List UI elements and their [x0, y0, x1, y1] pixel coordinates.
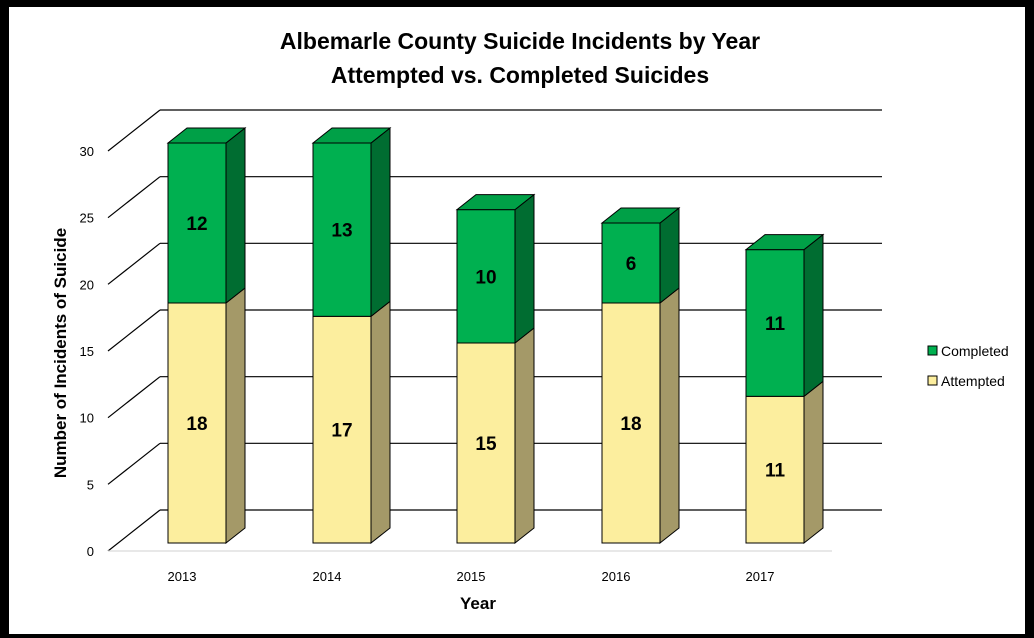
legend-label-completed: Completed: [941, 343, 1009, 359]
bar-front-face: [456, 209, 516, 344]
x-tick-label: 2014: [313, 569, 342, 584]
x-axis-ticks: 2013 2014 2015 2016 2017: [168, 569, 775, 584]
bar-front-face: [745, 249, 805, 397]
data-label: 18: [620, 414, 641, 435]
x-tick-label: 2013: [168, 569, 197, 584]
gridline-side: [107, 109, 161, 152]
y-tick-label: 25: [80, 211, 94, 226]
legend-swatch-completed: [927, 345, 938, 356]
x-tick-label: 2016: [602, 569, 631, 584]
bar-top-face: [744, 234, 825, 251]
chart-subtitle: Attempted vs. Completed Suicides: [331, 62, 709, 88]
x-axis-title: Year: [460, 594, 496, 613]
bar-front-face: [456, 342, 516, 544]
data-label: 13: [331, 221, 352, 242]
bar-attempted-2013: 18: [167, 286, 246, 545]
y-tick-label: 5: [87, 477, 94, 492]
bar-attempted-2016: 18: [601, 286, 680, 545]
bar-side-face: [803, 233, 824, 398]
bar-side-face: [659, 206, 680, 305]
y-tick-label: 0: [87, 544, 94, 559]
bar-side-face: [803, 380, 824, 545]
gridline-side: [107, 442, 161, 485]
y-tick-label: 15: [80, 344, 94, 359]
bar-attempted-2015: 15: [456, 326, 535, 545]
bar-front-face: [601, 222, 661, 304]
data-label: 18: [186, 414, 207, 435]
gridline-side: [107, 309, 161, 352]
bar-attempted-2014: 17: [312, 300, 391, 545]
data-label: 11: [765, 314, 786, 335]
bar-completed-2014: 13: [311, 126, 392, 318]
y-tick-label: 20: [80, 277, 94, 292]
gridline-side: [107, 509, 161, 552]
bar-completed-2015: 10: [455, 193, 536, 345]
bar-completed-2013: 12: [166, 126, 247, 305]
bar-top-face: [600, 207, 681, 224]
bar-front-face: [167, 142, 227, 304]
bar-front-face: [312, 315, 372, 544]
bar-completed-2016: 6: [600, 206, 681, 305]
bar-attempted-2017: 11: [745, 380, 824, 545]
bar-front-face: [745, 395, 805, 544]
legend-swatch-attempted: [927, 375, 938, 386]
x-tick-label: 2017: [746, 569, 775, 584]
chart-title: Albemarle County Suicide Incidents by Ye…: [280, 28, 760, 54]
data-label: 10: [475, 267, 496, 288]
bar-side-face: [225, 286, 246, 545]
gridline-side: [107, 242, 161, 285]
data-label: 12: [186, 214, 207, 235]
data-label: 6: [626, 254, 637, 275]
data-label: 11: [765, 461, 786, 482]
bar-side-face: [514, 193, 535, 345]
y-tick-label: 10: [80, 411, 94, 426]
data-label: 17: [331, 421, 352, 442]
bar-side-face: [370, 126, 391, 318]
data-label: 15: [475, 434, 497, 455]
y-axis-title: Number of Incidents of Suicide: [51, 228, 70, 478]
bar-top-face: [455, 194, 536, 211]
bar-front-face: [167, 302, 227, 544]
bars: 18 12 17 13 15 10 18 6 11 11: [166, 126, 825, 545]
gridline-side: [107, 376, 161, 419]
bar-side-face: [514, 326, 535, 545]
y-axis-ticks: 0 5 10 15 20 25 30: [80, 144, 94, 559]
legend-label-attempted: Attempted: [941, 373, 1005, 389]
bar-front-face: [601, 302, 661, 544]
bar-top-face: [166, 127, 247, 144]
bar-completed-2017: 11: [744, 233, 825, 398]
gridline-side: [107, 176, 161, 219]
bar-side-face: [225, 126, 246, 305]
bar-side-face: [370, 300, 391, 545]
legend: Completed Attempted: [927, 343, 1009, 389]
y-tick-label: 30: [80, 144, 94, 159]
bar-side-face: [659, 286, 680, 545]
bar-top-face: [311, 127, 392, 144]
x-tick-label: 2015: [457, 569, 486, 584]
